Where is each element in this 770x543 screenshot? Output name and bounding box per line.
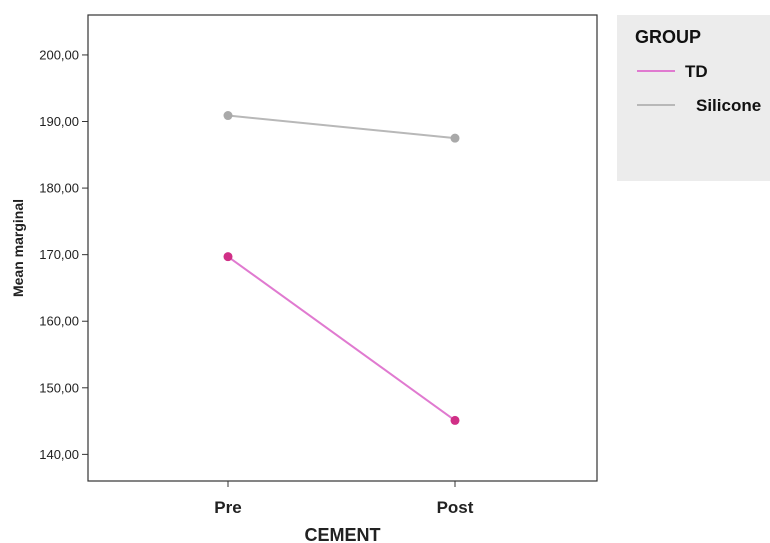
data-point	[223, 252, 233, 262]
y-tick-label: 190,00	[39, 114, 79, 129]
data-point	[223, 111, 233, 121]
y-axis-title: Mean marginal	[10, 199, 26, 297]
plot-area-frame	[87, 14, 598, 482]
y-tick-label: 160,00	[39, 314, 79, 329]
legend: GROUP TD Silicone	[617, 15, 770, 181]
series-line	[227, 114, 456, 140]
series-lines	[223, 111, 460, 425]
legend-items: TD Silicone	[637, 62, 761, 115]
legend-label: Silicone	[696, 96, 761, 115]
x-tick-label: Post	[437, 498, 474, 517]
y-tick-label: 140,00	[39, 447, 79, 462]
y-tick-label: 170,00	[39, 247, 79, 262]
legend-label: TD	[685, 62, 708, 81]
y-tick-label: 180,00	[39, 181, 79, 196]
legend-title: GROUP	[635, 27, 701, 47]
series-line	[227, 255, 456, 422]
data-point	[450, 133, 460, 143]
legend-background	[617, 15, 770, 181]
x-axis-ticks: Pre Post	[214, 481, 474, 517]
y-tick-label: 150,00	[39, 380, 79, 395]
x-tick-label: Pre	[214, 498, 241, 517]
y-axis-ticks: 140,00 150,00 160,00 170,00 180,00 190,00 200,…	[39, 47, 88, 462]
y-tick-label: 200,00	[39, 47, 79, 62]
data-point	[450, 415, 460, 425]
x-axis-title: CEMENT	[305, 525, 381, 543]
